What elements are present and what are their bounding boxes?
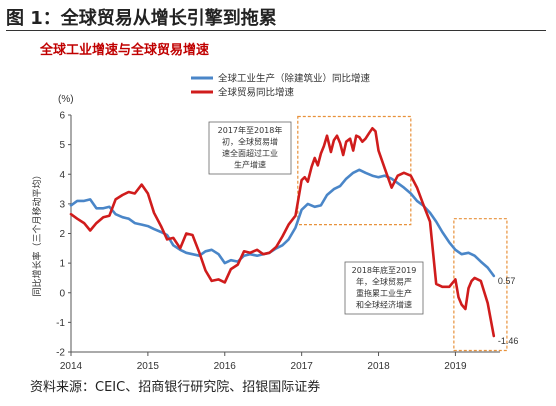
annotation-line: 2017年至2018年	[218, 125, 283, 135]
y-tick-label: -1	[56, 318, 65, 329]
y-tick-label: 1	[59, 259, 65, 270]
annotation-line: 生产增速	[234, 160, 266, 170]
x-tick-label: 2018	[367, 361, 390, 372]
annotation-line: 初，全球贸易增	[222, 137, 278, 147]
x-tick-label: 2015	[137, 361, 160, 372]
annotation-line: 2018年底至2019	[352, 265, 417, 275]
x-tick-label: 2019	[444, 361, 467, 372]
y-tick-label: 4	[59, 170, 65, 181]
source-note: 资料来源：CEIC、招商银行研究院、招银国际证券	[30, 380, 321, 395]
labels-layer: 0.57-1.462017年至2018年初，全球贸易增速全面超过工业生产增速20…	[208, 121, 519, 346]
y-axis-label: 同比增长率（三个月移动平均）	[31, 170, 43, 296]
annotation-line: 年，全球贸易严	[356, 277, 412, 287]
annotation-line: 和全球经济增速	[356, 300, 412, 310]
highlight-box-1	[297, 115, 412, 226]
y-unit: (%)	[58, 94, 74, 105]
x-tick-label: 2014	[60, 361, 83, 372]
annotation-box	[208, 121, 292, 175]
annotation-line: 速全面超过工业	[222, 148, 278, 158]
axes: -2 -1 0 1 2 3 4 5 6 2014 2015 2016 2017 2018 2019	[56, 111, 500, 372]
x-tick-label: 2017	[291, 361, 314, 372]
chart-title: 全球工业增速与全球贸易增速	[39, 42, 209, 58]
y-tick-label: 0	[59, 288, 65, 299]
legend-label-1: 全球工业生产（除建筑业）同比增速	[218, 73, 371, 85]
title-rule	[6, 30, 546, 31]
figure-title: 图 1：全球贸易从增长引擎到拖累	[6, 8, 277, 29]
y-tick-label: 2	[59, 229, 65, 240]
end-value-label: -1.46	[498, 336, 519, 346]
annotation-box	[344, 261, 424, 315]
series-layer	[69, 127, 496, 338]
highlight-boxes	[297, 115, 508, 352]
y-tick-label: 3	[59, 199, 65, 210]
y-tick-label: -2	[56, 348, 65, 359]
series-line-2	[69, 127, 496, 338]
x-tick-label: 2016	[214, 361, 237, 372]
highlight-box-2	[453, 218, 508, 352]
y-tick-label: 6	[59, 111, 65, 122]
y-tick-label: 5	[59, 140, 65, 151]
legend-label-2: 全球贸易同比增速	[218, 87, 295, 99]
end-value-label: 0.57	[498, 276, 516, 286]
annotation-line: 重拖累工业生产	[356, 288, 412, 298]
